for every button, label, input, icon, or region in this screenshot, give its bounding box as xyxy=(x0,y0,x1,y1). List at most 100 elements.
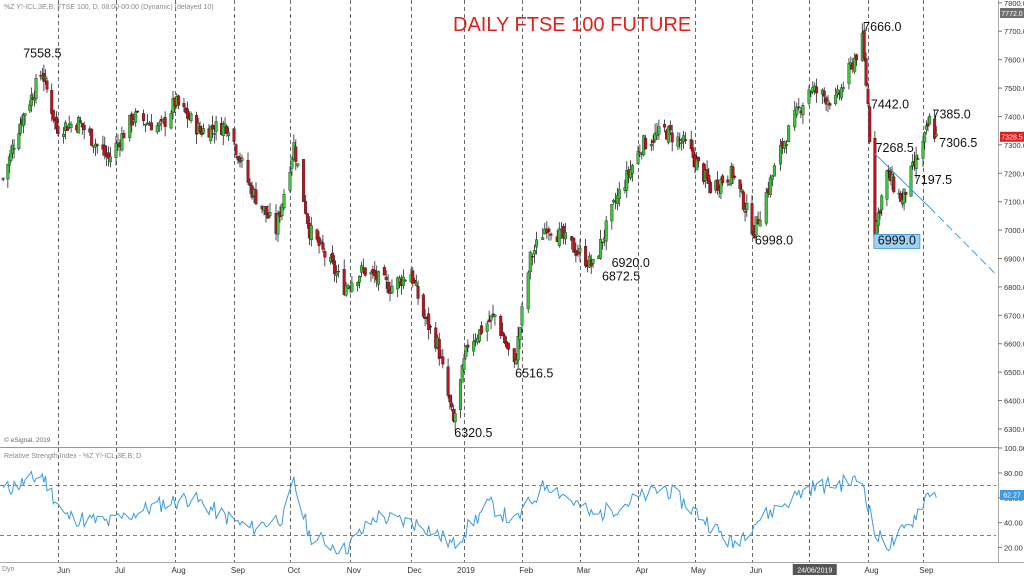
candle xyxy=(625,161,629,198)
candle xyxy=(815,78,819,103)
candle xyxy=(928,113,932,125)
y-tick-label: 6900.0 xyxy=(1004,255,1024,264)
candle-body xyxy=(95,144,99,146)
candle xyxy=(234,143,238,159)
candle xyxy=(666,125,670,145)
trendline-dashed xyxy=(929,207,995,274)
candle xyxy=(163,111,167,137)
candle xyxy=(134,108,138,127)
candle-body xyxy=(122,132,126,139)
candle-body xyxy=(450,402,454,408)
candle-body xyxy=(520,306,524,326)
candle-body xyxy=(466,344,470,348)
candle-body xyxy=(493,314,497,317)
candle xyxy=(839,84,843,101)
candle-body xyxy=(853,57,857,72)
y-tick-label: 6700.0 xyxy=(1004,311,1024,320)
candle xyxy=(45,77,49,93)
candle xyxy=(227,127,231,142)
candle-body xyxy=(448,395,452,403)
candle xyxy=(344,281,348,297)
rsi-panel-label: Relative Strength Index - %Z Y!-ICL,3E,B… xyxy=(4,453,141,460)
candle xyxy=(591,258,595,268)
candle-body xyxy=(578,248,582,253)
candle xyxy=(450,394,454,412)
candle xyxy=(441,348,445,369)
candle xyxy=(549,232,553,241)
candle xyxy=(359,261,363,278)
candle-body xyxy=(764,192,768,224)
candle-body xyxy=(604,220,608,242)
candle xyxy=(290,156,294,176)
candle xyxy=(512,348,516,368)
candle-body xyxy=(754,216,758,236)
candle xyxy=(411,267,415,288)
candle xyxy=(561,223,565,245)
x-tick-label: Sep xyxy=(231,566,246,575)
candle xyxy=(709,179,713,194)
candle xyxy=(34,73,38,104)
candle-body xyxy=(416,286,420,299)
candle xyxy=(785,140,789,154)
candle xyxy=(143,123,147,133)
esignal-watermark: © eSignal, 2019 xyxy=(4,436,51,444)
candle xyxy=(358,275,362,289)
candle-body xyxy=(841,87,845,89)
swing-point-label: 6320.5 xyxy=(454,426,492,440)
candle xyxy=(319,238,323,245)
candle xyxy=(501,322,505,337)
candle-body xyxy=(384,276,388,280)
candle xyxy=(855,53,859,66)
candle xyxy=(649,139,653,152)
rsi-value-tag xyxy=(1000,489,1024,500)
candle-body xyxy=(350,282,354,292)
candle-body xyxy=(182,103,186,108)
candle-body xyxy=(547,228,551,232)
candle-body xyxy=(17,133,21,150)
candle xyxy=(296,163,300,168)
candle xyxy=(841,81,845,92)
candle-body xyxy=(309,225,313,240)
candle-body xyxy=(189,113,193,121)
candle-body xyxy=(680,142,684,144)
candle-body xyxy=(315,229,319,240)
candle-body xyxy=(462,358,466,370)
candle xyxy=(691,139,695,167)
candle xyxy=(801,102,805,124)
candle-body xyxy=(45,80,49,90)
candle-body xyxy=(499,316,503,336)
candle xyxy=(169,110,173,130)
swing-point-label: 7306.5 xyxy=(939,136,977,150)
candle xyxy=(657,119,661,140)
x-tick-label: Oct xyxy=(288,566,301,575)
candle xyxy=(458,379,462,419)
candle-body xyxy=(518,327,522,341)
candle xyxy=(305,212,309,229)
candle xyxy=(78,116,82,124)
candle-body xyxy=(18,123,22,134)
candle xyxy=(793,101,797,131)
candle-body xyxy=(485,323,489,332)
candle xyxy=(878,209,882,220)
rsi-series xyxy=(2,470,937,555)
candle xyxy=(847,58,851,90)
candle xyxy=(302,159,306,202)
bottom-left-label: Dyn xyxy=(2,566,15,573)
candle-body xyxy=(130,113,134,126)
candle xyxy=(51,109,55,123)
candle xyxy=(836,85,840,98)
candle-body xyxy=(264,205,268,215)
candle-body xyxy=(880,195,884,211)
y-tick-label: 6400.0 xyxy=(1004,397,1024,406)
candle xyxy=(864,52,868,88)
candle-body xyxy=(1,178,5,180)
candle-body xyxy=(807,89,811,104)
candle xyxy=(892,171,896,194)
candle-body xyxy=(758,220,762,227)
candle-body xyxy=(503,335,507,344)
candle-body xyxy=(549,233,553,236)
candle-body xyxy=(62,133,66,137)
candle xyxy=(707,167,711,194)
